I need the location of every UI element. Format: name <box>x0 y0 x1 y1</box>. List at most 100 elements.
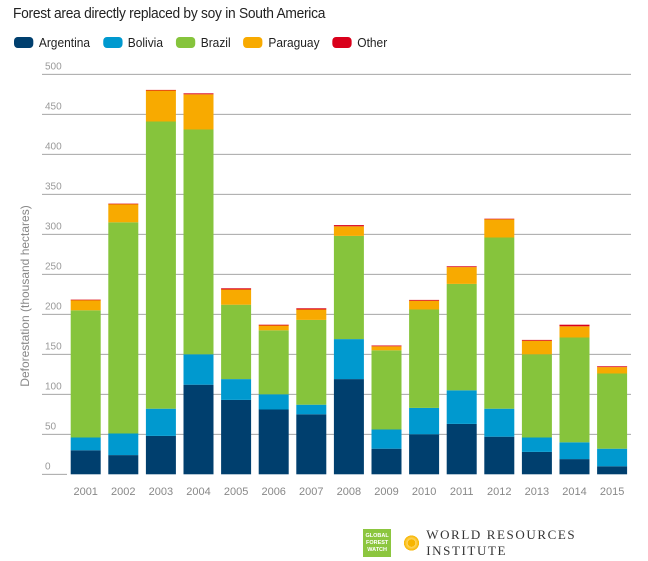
bar-bolivia-2003 <box>145 408 176 436</box>
x-tick-label: 2007 <box>299 486 323 498</box>
bar-brazil-2002 <box>108 222 139 434</box>
bar-brazil-2015 <box>597 373 628 449</box>
bar-brazil-2009 <box>371 350 402 430</box>
x-tick-label: 2002 <box>111 486 135 498</box>
bar-bolivia-2011 <box>446 390 477 424</box>
x-tick-label: 2005 <box>224 486 248 498</box>
y-tick-label: 100 <box>45 381 62 392</box>
bar-argentina-2005 <box>221 399 252 475</box>
bar-paraguay-2012 <box>484 219 515 238</box>
bar-paraguay-2002 <box>108 203 139 223</box>
y-tick-label: 50 <box>45 421 57 432</box>
bar-stack-2015 <box>597 366 628 475</box>
bar-stack-2008 <box>333 225 364 475</box>
y-tick-label: 300 <box>45 221 62 232</box>
bar-other-2009 <box>371 345 402 347</box>
bar-other-2004 <box>183 93 214 95</box>
bar-paraguay-2013 <box>521 340 552 355</box>
y-tick-label: 500 <box>45 61 62 72</box>
bar-bolivia-2010 <box>409 407 440 435</box>
wri-logo: WORLD RESOURCES INSTITUTE <box>399 527 648 559</box>
bar-bolivia-2001 <box>70 437 101 451</box>
bar-other-2005 <box>221 288 252 290</box>
y-axis-label: Deforestation (thousand hectares) <box>18 205 32 386</box>
bar-other-2006 <box>258 324 289 326</box>
legend-label: Brazil <box>200 35 231 50</box>
bar-other-2002 <box>108 203 139 205</box>
bar-brazil-2005 <box>221 304 252 380</box>
bar-other-2011 <box>446 266 477 268</box>
bar-stack-2013 <box>521 339 552 475</box>
bar-bolivia-2013 <box>521 437 552 452</box>
bar-stack-2005 <box>221 288 252 475</box>
legend-label: Argentina <box>38 35 91 50</box>
bar-other-2010 <box>409 299 440 301</box>
bar-argentina-2003 <box>145 435 176 475</box>
bar-bolivia-2007 <box>296 404 327 415</box>
bar-stack-2006 <box>258 324 289 475</box>
bar-bolivia-2012 <box>484 408 515 437</box>
legend-item-other: Other <box>332 35 387 50</box>
legend-item-argentina: Argentina <box>14 35 90 50</box>
bar-other-2008 <box>333 225 364 227</box>
y-tick-label: 200 <box>45 301 62 312</box>
bar-stack-2003 <box>145 89 176 475</box>
logos: GLOBAL FOREST WATCH WORLD RESOURCES INSTIT… <box>363 527 648 559</box>
bar-paraguay-2007 <box>296 309 327 320</box>
y-tick-label: 450 <box>45 101 62 112</box>
legend-label: Paraguay <box>268 35 320 50</box>
bar-paraguay-2008 <box>333 226 364 236</box>
global-forest-watch-logo: GLOBAL FOREST WATCH <box>363 529 392 557</box>
bar-other-2003 <box>145 89 176 91</box>
bar-other-2001 <box>70 299 101 301</box>
legend-swatch <box>175 37 196 48</box>
chart-title: Forest area directly replaced by soy in … <box>13 5 326 22</box>
bar-paraguay-2010 <box>409 300 440 310</box>
x-tick-label: 2008 <box>337 486 361 498</box>
y-tick-label: 0 <box>45 461 51 472</box>
x-tick-label: 2011 <box>450 486 474 498</box>
bar-argentina-2015 <box>597 466 628 475</box>
bar-brazil-2003 <box>145 121 176 409</box>
bar-stack-2012 <box>484 218 515 475</box>
legend-swatch <box>102 37 123 48</box>
bar-brazil-2010 <box>409 309 440 408</box>
bar-stack-2001 <box>70 299 101 475</box>
bar-brazil-2004 <box>183 129 214 355</box>
bar-brazil-2013 <box>521 354 552 438</box>
bar-paraguay-2005 <box>221 289 252 305</box>
bar-argentina-2002 <box>108 455 139 475</box>
bar-bolivia-2006 <box>258 394 289 410</box>
legend-label: Bolivia <box>127 35 163 50</box>
bar-stack-2011 <box>446 266 477 475</box>
x-tick-label: 2012 <box>487 486 511 498</box>
bar-paraguay-2009 <box>371 346 402 351</box>
bar-argentina-2001 <box>70 450 101 475</box>
bar-other-2015 <box>597 366 628 368</box>
bar-argentina-2014 <box>559 459 590 475</box>
bar-paraguay-2001 <box>70 299 101 311</box>
bar-bolivia-2002 <box>108 433 139 456</box>
wri-mark-icon <box>399 530 425 556</box>
bar-paraguay-2011 <box>446 267 477 284</box>
bar-brazil-2007 <box>296 319 327 405</box>
bar-bolivia-2009 <box>371 429 402 449</box>
bar-bolivia-2015 <box>597 448 628 467</box>
plot-area: 0 50 100 150 200 250 300 350 400 450 500 2001 2002 2… <box>18 61 631 498</box>
y-tick-label: 400 <box>45 141 62 152</box>
bar-stack-2004 <box>183 93 214 475</box>
bar-argentina-2008 <box>333 379 364 475</box>
legend-item-bolivia: Bolivia <box>102 35 163 50</box>
legend-item-paraguay: Paraguay <box>243 35 320 50</box>
x-tick-label: 2001 <box>73 486 97 498</box>
bar-other-2007 <box>296 308 327 310</box>
x-tick-label: 2009 <box>374 486 398 498</box>
y-tick-label: 250 <box>45 261 62 272</box>
bar-stack-2009 <box>371 345 402 475</box>
bar-argentina-2006 <box>258 409 289 475</box>
x-tick-label: 2006 <box>261 486 285 498</box>
bar-brazil-2012 <box>484 237 515 409</box>
bar-argentina-2013 <box>521 451 552 475</box>
bar-bolivia-2004 <box>183 354 214 385</box>
